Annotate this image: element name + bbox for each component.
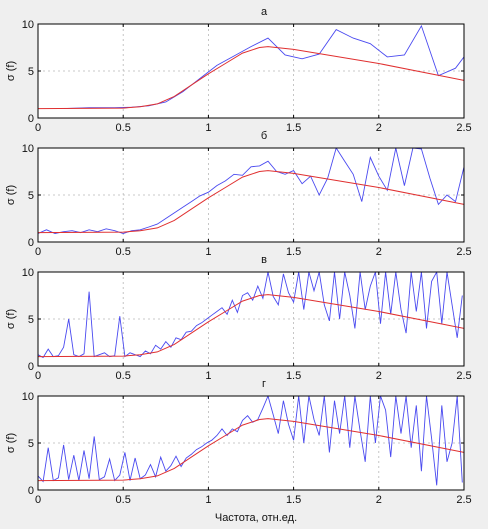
y-tick-label: 5 [28,66,34,78]
x-tick-label: 0.5 [116,494,131,506]
y-tick-label: 0 [28,237,34,249]
x-tick-label: 0 [35,122,41,134]
y-tick-label: 0 [28,485,34,497]
y-tick-label: 0 [28,361,34,373]
plot-area [38,24,464,118]
y-tick-label: 0 [28,113,34,125]
x-tick-label: 1.5 [286,122,301,134]
subplot-title: в [261,254,267,266]
subplot-4: 0 0.5 1 1.5 2 2.5 0 5 10 г σ (f) [5,378,472,506]
model-curve [38,294,464,358]
subplot-3: 0 0.5 1 1.5 2 2.5 0 5 10 в σ (f) [5,254,472,382]
y-tick-label: 10 [22,267,34,279]
x-tick-label: 2 [376,494,382,506]
y-axis-label: σ (f) [5,61,17,81]
x-tick-label: 0 [35,370,41,382]
x-tick-label: 2 [376,246,382,258]
model-curve [38,418,464,482]
y-axis-label: σ (f) [5,185,17,205]
y-tick-label: 10 [22,19,34,31]
y-tick-label: 10 [22,391,34,403]
measured-curve [38,148,464,234]
x-tick-label: 1 [205,122,211,134]
x-tick-label: 1 [205,370,211,382]
x-axis-label: Частота, отн.ед. [215,512,297,524]
plot-area [38,396,464,490]
x-tick-label: 2.5 [456,246,471,258]
x-tick-label: 2.5 [456,122,471,134]
x-tick-label: 0.5 [116,246,131,258]
subplot-title: а [261,6,268,18]
x-tick-label: 2 [376,370,382,382]
plot-area [38,272,464,366]
x-tick-label: 1.5 [286,494,301,506]
y-axis-label: σ (f) [5,309,17,329]
x-tick-label: 1.5 [286,246,301,258]
x-tick-label: 0 [35,494,41,506]
y-tick-label: 5 [28,190,34,202]
measured-curve [38,396,463,486]
x-tick-label: 2.5 [456,370,471,382]
y-tick-label: 5 [28,314,34,326]
subplot-1: 0 0.5 1 1.5 2 2.5 0 5 10 а σ (f) [5,6,472,134]
plot-area [38,148,464,242]
y-axis-label: σ (f) [5,433,17,453]
subplot-title: г [262,378,266,390]
y-tick-label: 10 [22,143,34,155]
model-curve [38,46,464,110]
model-curve [38,170,464,234]
subplot-2: 0 0.5 1 1.5 2 2.5 0 5 10 б σ (f) [5,130,472,258]
x-tick-label: 1 [205,494,211,506]
x-tick-label: 2.5 [456,494,471,506]
subplot-title: б [261,130,267,142]
x-tick-label: 0 [35,246,41,258]
x-tick-label: 0.5 [116,122,131,134]
x-tick-label: 0.5 [116,370,131,382]
x-tick-label: 1 [205,246,211,258]
x-tick-label: 2 [376,122,382,134]
y-tick-label: 5 [28,438,34,450]
x-tick-label: 1.5 [286,370,301,382]
